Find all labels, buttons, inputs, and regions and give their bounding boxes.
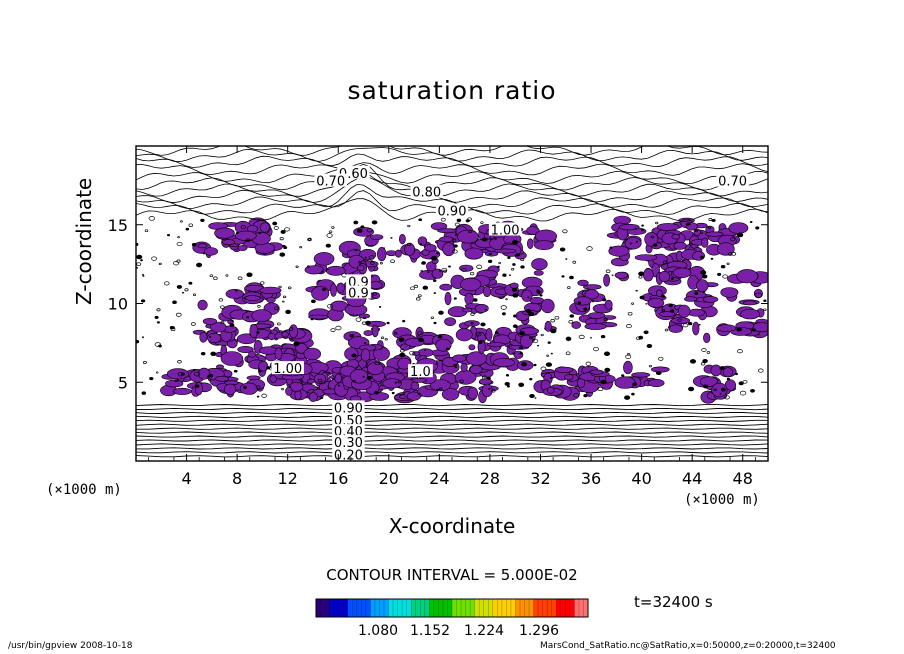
contour-label-bg <box>716 173 749 187</box>
contour-label-group: 0.600.70 0.700.800.901.001.00 1.00.90.90.9… <box>271 165 749 464</box>
contour-label: 0.20 <box>334 449 363 464</box>
speckle-contours <box>136 216 767 400</box>
x-tick-label: 36 <box>581 469 601 488</box>
x-unit-label-right: (×1000 m) <box>684 492 760 508</box>
colorbar-tick-label: 1.224 <box>463 623 505 639</box>
contour-label-bg <box>488 222 522 236</box>
time-label: t=32400 s <box>634 593 713 611</box>
contour-interval-label: CONTOUR INTERVAL = 5.000E-02 <box>326 566 578 584</box>
chart-title: saturation ratio <box>347 76 557 105</box>
contour-label: 0.90 <box>334 401 363 416</box>
y-tick-label: 5 <box>118 373 128 392</box>
contour-label-bg <box>435 203 469 217</box>
colorbar-tick-label: 1.152 <box>409 623 451 639</box>
contour-label-bg <box>332 413 365 427</box>
contour-label: 0.70 <box>718 175 747 190</box>
x-tick-label: 16 <box>328 469 348 488</box>
x-tick-label: 8 <box>232 469 242 488</box>
x-unit-label-left: (×1000 m) <box>46 482 122 498</box>
contour-label-bg <box>332 400 365 414</box>
footer-right-text: MarsCond_SatRatio.nc@SatRatio,x=0:50000,… <box>540 641 836 651</box>
contour-label-bg <box>346 274 371 288</box>
contour-label-bg <box>408 364 433 378</box>
lower-contour-lines <box>136 404 768 458</box>
contour-label: 1.00 <box>491 224 520 239</box>
x-tick-label: 4 <box>181 469 191 488</box>
x-tick-label: 20 <box>379 469 399 488</box>
y-tick-label: 10 <box>108 295 128 314</box>
y-tick-label: 15 <box>108 216 128 235</box>
supersaturated-regions <box>160 215 768 416</box>
contour-label-bg <box>332 447 365 461</box>
contour-label: 1.00 <box>273 362 302 377</box>
contour-label-bg <box>332 424 365 438</box>
contour-label: 0.30 <box>334 436 363 451</box>
contour-label-bg <box>314 173 347 187</box>
x-tick-label: 32 <box>530 469 550 488</box>
contour-label: 0.90 <box>438 205 467 220</box>
x-axis-label: X-coordinate <box>388 514 516 538</box>
footer-left-text: /usr/bin/gpview 2008-10-18 <box>8 641 133 651</box>
contour-label-bg <box>332 435 365 449</box>
x-tick-label: 24 <box>429 469 449 488</box>
contour-label: 0.70 <box>316 175 345 190</box>
x-tick-label: 12 <box>278 469 298 488</box>
contour-label: 0.9 <box>348 287 369 302</box>
x-tick-label: 28 <box>480 469 500 488</box>
x-tick-label: 44 <box>682 469 702 488</box>
x-tick-label: 48 <box>733 469 753 488</box>
x-tick-label: 40 <box>631 469 651 488</box>
colorbar-tick-label: 1.080 <box>357 623 399 639</box>
contour-label-bg <box>271 361 304 375</box>
contour-label: 1.0 <box>410 365 431 380</box>
colorbar-tick-label: 1.296 <box>518 623 560 639</box>
contour-label: 0.80 <box>412 186 441 201</box>
contour-label-bg <box>410 184 443 198</box>
contour-label-bg <box>346 285 371 299</box>
